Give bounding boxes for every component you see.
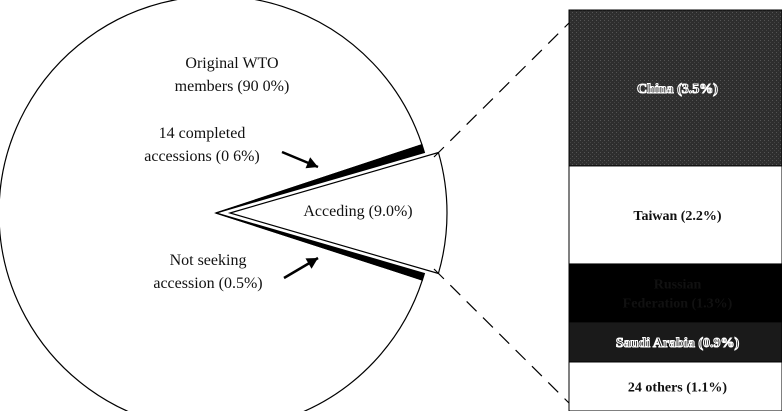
bar-segment-taiwan bbox=[568, 165, 782, 265]
pie-label-not-seeking-accession: Not seeking accession (0.5%) bbox=[153, 252, 262, 292]
pie-arrowhead-14-completed-accessions bbox=[305, 157, 318, 169]
bar-label-24-others: 24 others (1.1%) bbox=[628, 380, 727, 395]
connector-lines bbox=[433, 19, 573, 407]
bar-label-saudi-arabia: Saudi Arabia (0.9%) bbox=[616, 336, 740, 351]
bar-segment-china bbox=[568, 9, 782, 167]
pie-chart: Original WTO members (90 0%) 14 completed a… bbox=[0, 0, 448, 411]
pie-slice-acceding bbox=[227, 151, 448, 275]
bar-label-taiwan: Taiwan (2.2%) bbox=[633, 209, 722, 224]
pie-label-14-completed-accessions: 14 completed accessions (0 6%) bbox=[144, 125, 260, 165]
bar-label-china: China (3.5%) bbox=[637, 82, 718, 97]
connector-line-top bbox=[433, 19, 573, 158]
pie-slice-not-seeking-accession bbox=[215, 212, 426, 281]
pie-label-original-wto-members: Original WTO members (90 0%) bbox=[175, 55, 290, 95]
pie-arrowhead-not-seeking-accession bbox=[305, 258, 318, 269]
connector-line-bottom bbox=[433, 268, 573, 407]
bar-segment-24-others bbox=[568, 361, 782, 411]
pie-slice-original-wto-members bbox=[0, 0, 424, 411]
pie-slice-14-completed-accessions bbox=[215, 143, 426, 214]
bar-segment-saudi-arabia bbox=[568, 321, 782, 363]
bar-segment-russian-federation bbox=[568, 263, 782, 323]
pie-label-acceding: Acceding (9.0%) bbox=[303, 203, 412, 220]
bar-label-russian-federation: Russian Federation (1.3%) bbox=[623, 277, 733, 311]
stacked-bar: China (3.5%) Taiwan (2.2%) Russian Federati… bbox=[568, 9, 782, 411]
